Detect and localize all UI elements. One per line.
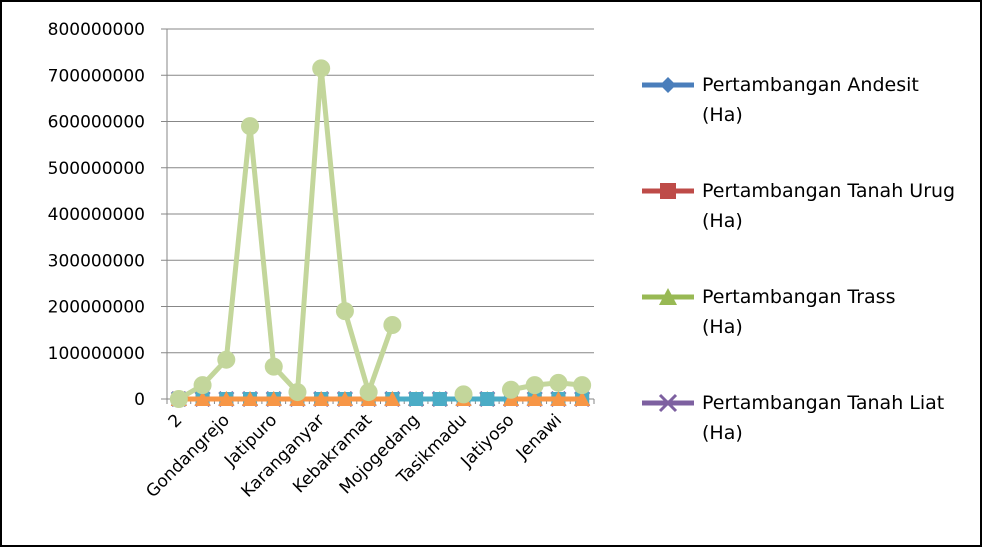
y-tick-label: 400000000 [48, 205, 145, 225]
data-point [501, 380, 520, 399]
legend-swatch-marker [659, 288, 677, 305]
data-point [432, 392, 447, 406]
data-point [335, 302, 354, 321]
legend-item: Pertambangan Trass (Ha) [642, 286, 895, 338]
data-point [359, 383, 378, 402]
data-point [194, 391, 211, 406]
data-point [480, 392, 495, 406]
data-point [193, 376, 212, 395]
legend-label-line: Pertambangan Tanah Urug [702, 180, 955, 202]
data-point [573, 376, 592, 395]
legend-label-line: (Ha) [702, 316, 743, 338]
y-tick-label: 300000000 [48, 251, 145, 271]
data-point [574, 391, 591, 406]
y-tick-label: 700000000 [48, 66, 145, 86]
data-point [384, 391, 401, 406]
data-point [217, 350, 236, 369]
x-tick-label: 2 [165, 410, 187, 432]
x-tick-label: Karanganyar [238, 410, 329, 501]
data-point [242, 391, 259, 406]
y-tick-label: 200000000 [48, 298, 145, 318]
data-point [264, 357, 283, 376]
legend-label: Pertambangan Trass (Ha) [702, 286, 895, 338]
legend-item: Pertambangan Andesit (Ha) [642, 74, 919, 126]
data-point [549, 373, 568, 392]
data-point [525, 376, 544, 395]
series-6 [169, 59, 592, 408]
x-axis: 2GondangrejoJatipuroKaranganyarKebakrama… [142, 398, 595, 502]
data-point [336, 391, 353, 406]
x-tick-label: Jenawi [512, 410, 566, 464]
y-tick-label: 0 [134, 390, 145, 410]
y-tick-label: 500000000 [48, 159, 145, 179]
legend-item: Pertambangan Tanah Liat (Ha) [642, 392, 944, 444]
gridlines [167, 28, 594, 400]
data-point [454, 385, 473, 404]
series-line [177, 65, 395, 402]
legend-label-line: Pertambangan Andesit [702, 74, 919, 96]
series-line [510, 380, 583, 393]
legend-label: Pertambangan Andesit (Ha) [702, 74, 919, 126]
y-tick-label: 600000000 [48, 113, 145, 133]
data-point [218, 391, 235, 406]
data-point [169, 390, 188, 408]
y-tick-label: 100000000 [48, 344, 145, 364]
data-point [383, 316, 402, 334]
legend-swatch-marker [660, 183, 676, 199]
legend-item: Pertambangan Tanah Urug (Ha) [642, 180, 955, 232]
data-point [550, 391, 567, 406]
legend-swatch-marker [660, 77, 676, 93]
x-marker-stroke [658, 393, 678, 413]
data-point [409, 392, 424, 406]
legend-swatch-marker [658, 393, 678, 413]
data-point [526, 391, 543, 406]
data-point [265, 391, 282, 406]
legend-label: Pertambangan Tanah Liat (Ha) [702, 392, 944, 444]
series-group [169, 59, 592, 408]
legend-label-line: (Ha) [702, 104, 743, 126]
legend: Pertambangan Andesit (Ha)Pertambangan Tan… [642, 74, 955, 444]
data-point [241, 117, 260, 136]
data-point [288, 383, 307, 402]
data-point [313, 391, 330, 406]
legend-label-line: (Ha) [702, 422, 743, 444]
y-axis: 0 100000000 200000000 300000000 400000000 500… [48, 20, 168, 410]
data-point [312, 59, 331, 78]
legend-label: Pertambangan Tanah Urug (Ha) [702, 180, 955, 232]
legend-label-line: (Ha) [702, 210, 743, 232]
y-tick-label: 800000000 [48, 20, 145, 40]
legend-label-line: Pertambangan Tanah Liat [702, 392, 944, 414]
legend-label-line: Pertambangan Trass [702, 286, 895, 308]
